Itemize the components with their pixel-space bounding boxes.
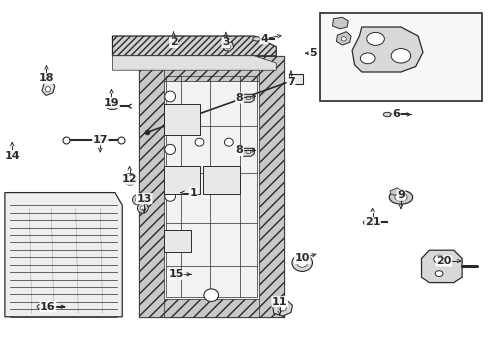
- Text: 3: 3: [222, 37, 229, 48]
- Ellipse shape: [195, 138, 203, 146]
- Ellipse shape: [252, 37, 260, 41]
- Polygon shape: [139, 56, 283, 317]
- Text: 9: 9: [396, 190, 404, 200]
- Polygon shape: [243, 94, 254, 102]
- Polygon shape: [421, 250, 461, 283]
- Ellipse shape: [135, 198, 140, 202]
- Text: 8: 8: [235, 93, 243, 103]
- Ellipse shape: [341, 37, 346, 41]
- Ellipse shape: [45, 86, 50, 92]
- Ellipse shape: [394, 193, 406, 201]
- Ellipse shape: [137, 203, 148, 213]
- Bar: [288, 74, 303, 84]
- Ellipse shape: [224, 138, 233, 146]
- Ellipse shape: [123, 174, 137, 185]
- Ellipse shape: [174, 272, 179, 276]
- FancyBboxPatch shape: [320, 13, 481, 101]
- Text: 10: 10: [294, 253, 309, 264]
- Polygon shape: [243, 148, 254, 156]
- Polygon shape: [139, 56, 283, 81]
- Ellipse shape: [225, 45, 230, 49]
- Ellipse shape: [291, 254, 312, 271]
- Bar: [203, 166, 239, 194]
- Text: 18: 18: [39, 73, 54, 84]
- Text: 1: 1: [189, 188, 197, 198]
- Polygon shape: [272, 300, 292, 316]
- Bar: [163, 166, 200, 194]
- Ellipse shape: [390, 49, 410, 63]
- Polygon shape: [389, 188, 400, 195]
- Polygon shape: [336, 32, 350, 45]
- Ellipse shape: [363, 220, 371, 225]
- Bar: [163, 104, 200, 135]
- Ellipse shape: [434, 271, 442, 276]
- Ellipse shape: [433, 255, 444, 263]
- Polygon shape: [259, 56, 283, 317]
- Text: 14: 14: [4, 150, 20, 161]
- Ellipse shape: [278, 305, 286, 311]
- Bar: [163, 230, 190, 252]
- Text: 15: 15: [168, 269, 183, 279]
- Text: 5: 5: [308, 48, 316, 58]
- Ellipse shape: [164, 191, 175, 201]
- Text: 12: 12: [122, 174, 137, 184]
- Ellipse shape: [366, 32, 384, 45]
- Ellipse shape: [388, 190, 412, 204]
- Ellipse shape: [164, 144, 175, 154]
- Polygon shape: [139, 56, 163, 317]
- Polygon shape: [112, 56, 276, 70]
- Polygon shape: [332, 17, 347, 29]
- Text: 8: 8: [235, 145, 243, 156]
- Ellipse shape: [106, 103, 119, 109]
- Ellipse shape: [140, 206, 145, 210]
- Polygon shape: [5, 193, 122, 317]
- Ellipse shape: [132, 195, 143, 205]
- Text: 17: 17: [92, 135, 108, 145]
- Polygon shape: [351, 27, 422, 72]
- Ellipse shape: [203, 289, 218, 301]
- Ellipse shape: [383, 112, 390, 117]
- Polygon shape: [223, 42, 233, 51]
- Polygon shape: [112, 36, 276, 56]
- Text: 2: 2: [169, 37, 177, 48]
- Text: 6: 6: [391, 109, 399, 120]
- Ellipse shape: [171, 270, 182, 279]
- Text: 19: 19: [103, 98, 119, 108]
- Text: 11: 11: [271, 297, 287, 307]
- Polygon shape: [139, 299, 283, 317]
- Ellipse shape: [296, 258, 307, 267]
- Text: 21: 21: [364, 217, 380, 228]
- Text: 13: 13: [136, 194, 152, 204]
- Text: 7: 7: [286, 77, 294, 87]
- Ellipse shape: [360, 53, 374, 64]
- Text: 4: 4: [260, 34, 267, 44]
- Ellipse shape: [37, 304, 46, 309]
- Polygon shape: [42, 81, 55, 95]
- Text: 20: 20: [435, 256, 451, 266]
- Ellipse shape: [164, 91, 175, 102]
- Ellipse shape: [126, 176, 133, 182]
- Text: 16: 16: [40, 302, 56, 312]
